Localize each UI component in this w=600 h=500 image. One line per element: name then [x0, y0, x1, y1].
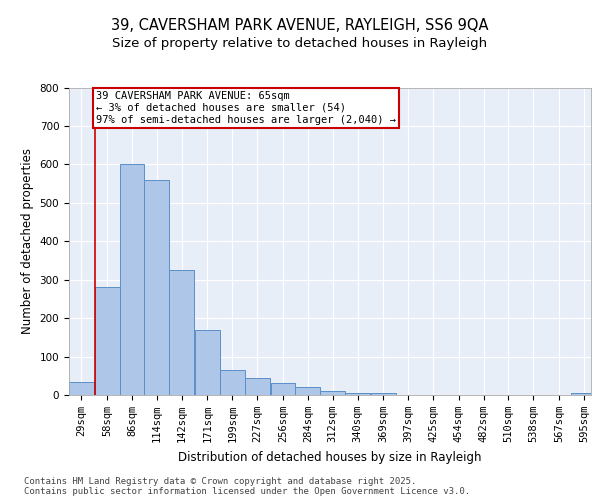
Bar: [145, 180, 169, 395]
Bar: [195, 330, 220, 395]
Bar: [371, 393, 395, 395]
Bar: [295, 388, 320, 395]
Bar: [69, 382, 94, 395]
X-axis label: Distribution of detached houses by size in Rayleigh: Distribution of detached houses by size …: [178, 450, 482, 464]
Text: 39 CAVERSHAM PARK AVENUE: 65sqm
← 3% of detached houses are smaller (54)
97% of : 39 CAVERSHAM PARK AVENUE: 65sqm ← 3% of …: [95, 92, 395, 124]
Bar: [571, 393, 596, 395]
Bar: [220, 370, 245, 395]
Bar: [169, 270, 194, 395]
Bar: [95, 288, 119, 395]
Text: Size of property relative to detached houses in Rayleigh: Size of property relative to detached ho…: [112, 38, 488, 51]
Bar: [320, 391, 345, 395]
Y-axis label: Number of detached properties: Number of detached properties: [21, 148, 34, 334]
Bar: [119, 164, 145, 395]
Bar: [245, 378, 269, 395]
Bar: [271, 384, 295, 395]
Bar: [345, 393, 370, 395]
Text: Contains public sector information licensed under the Open Government Licence v3: Contains public sector information licen…: [24, 487, 470, 496]
Text: Contains HM Land Registry data © Crown copyright and database right 2025.: Contains HM Land Registry data © Crown c…: [24, 477, 416, 486]
Text: 39, CAVERSHAM PARK AVENUE, RAYLEIGH, SS6 9QA: 39, CAVERSHAM PARK AVENUE, RAYLEIGH, SS6…: [111, 18, 489, 32]
